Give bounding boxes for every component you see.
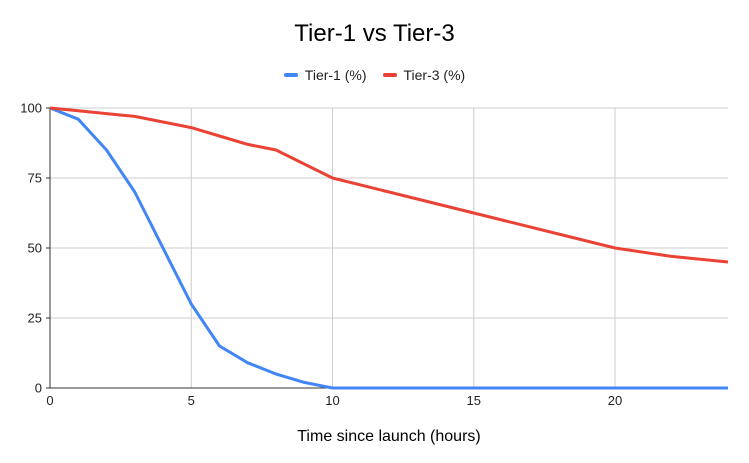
chart-title: Tier-1 vs Tier-3 <box>294 20 455 47</box>
legend-swatch-tier-1 <box>283 73 298 77</box>
legend-item-tier-1: Tier-1 (%) <box>283 67 367 83</box>
tier-3-series-line <box>49 106 729 264</box>
x-tick-label: 5 <box>188 393 195 408</box>
x-axis-title: Time since launch (hours) <box>297 428 481 445</box>
legend-item-tier-3: Tier-3 (%) <box>382 67 466 83</box>
legend-label: Tier-3 (%) <box>403 67 466 83</box>
y-tick-label: 100 <box>20 101 42 116</box>
y-tick-label: 25 <box>28 311 42 326</box>
tier-1-series-line <box>49 106 728 390</box>
legend: Tier-1 (%) Tier-3 (%) <box>0 65 749 85</box>
y-tick-label: 0 <box>35 381 42 396</box>
x-tick-label: 10 <box>325 393 339 408</box>
legend-label: Tier-1 (%) <box>304 67 367 83</box>
x-tick-label: 20 <box>608 393 622 408</box>
x-tick-label: 15 <box>467 393 481 408</box>
y-tick-label: 75 <box>28 171 42 186</box>
legend-swatch-tier-3 <box>382 73 397 77</box>
x-tick-label: 0 <box>46 393 53 408</box>
y-tick-label: 50 <box>28 241 42 256</box>
